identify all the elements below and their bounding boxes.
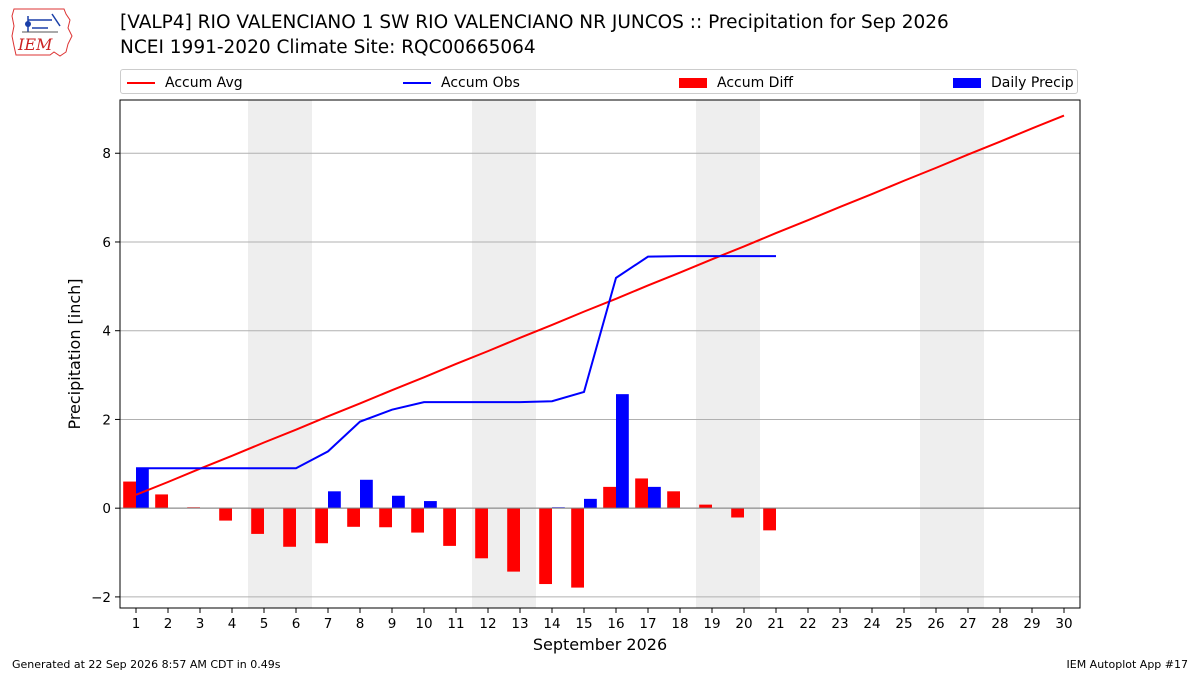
accum-diff-bar — [411, 508, 424, 533]
accum-diff-bar — [219, 508, 232, 521]
x-tick-label: 10 — [415, 616, 432, 632]
accum-diff-bar — [539, 508, 552, 585]
weekend-shading-layer — [248, 100, 984, 608]
accum-diff-bar — [731, 508, 744, 518]
x-tick-label: 28 — [991, 616, 1008, 632]
bars-layer — [123, 394, 776, 588]
x-tick-label: 13 — [511, 616, 528, 632]
accum-obs-line — [136, 255, 776, 470]
y-tick-label: 0 — [102, 501, 111, 517]
daily-precip-bar — [136, 468, 149, 509]
accum-diff-bar — [763, 508, 776, 531]
accum-diff-bar — [123, 481, 136, 509]
x-axis-label: September 2026 — [533, 635, 667, 654]
x-tick-label: 7 — [324, 616, 333, 632]
x-tick-label: 1 — [132, 616, 141, 632]
chart-legend: Accum Avg Accum Obs Accum Diff Daily Pre… — [120, 69, 1078, 94]
accum-avg-line — [135, 114, 1065, 496]
y-tick-label: −2 — [91, 590, 111, 606]
y-tick-label: 6 — [102, 235, 111, 251]
x-tick-label: 29 — [1023, 616, 1040, 632]
y-tick-label: 4 — [102, 324, 111, 340]
x-tick-label: 15 — [575, 616, 592, 632]
accum-diff-bar — [475, 508, 488, 559]
axes-layer — [119, 99, 1081, 609]
legend-swatch-daily-precip — [953, 77, 981, 88]
plot-frame — [119, 99, 1081, 609]
iem-logo: IEM — [11, 8, 73, 57]
footer-generated: Generated at 22 Sep 2026 8:57 AM CDT in … — [12, 658, 281, 671]
accum-diff-bar — [635, 478, 648, 509]
chart-subtitle: NCEI 1991-2020 Climate Site: RQC00665064 — [120, 37, 536, 58]
y-axis-label: Precipitation [inch] — [65, 278, 84, 429]
legend-item-daily-precip: Daily Precip — [953, 70, 1074, 95]
accum-diff-bar — [699, 504, 712, 509]
accum-diff-bar — [571, 508, 584, 588]
x-tick-label: 19 — [703, 616, 720, 632]
accum-diff-bar — [603, 486, 616, 509]
legend-label-daily-precip: Daily Precip — [991, 74, 1074, 91]
x-tick-label: 4 — [228, 616, 237, 632]
daily-precip-bar — [424, 501, 437, 509]
x-tick-label: 16 — [607, 616, 624, 632]
x-tick-label: 27 — [959, 616, 976, 632]
x-tick-label: 26 — [927, 616, 944, 632]
accum-diff-bar — [507, 508, 520, 572]
daily-precip-bar — [616, 394, 629, 509]
chart-title: [VALP4] RIO VALENCIANO 1 SW RIO VALENCIA… — [120, 12, 949, 33]
y-tick-label: 8 — [102, 146, 111, 162]
accum-diff-bar — [251, 508, 264, 534]
accum-diff-bar — [347, 508, 360, 527]
x-tick-label: 9 — [388, 616, 397, 632]
accum-diff-bar — [283, 508, 296, 547]
daily-precip-bar — [360, 479, 373, 509]
daily-precip-bar — [648, 486, 661, 509]
x-tick-label: 12 — [479, 616, 496, 632]
legend-swatch-accum-diff — [679, 77, 707, 88]
x-tick-label: 24 — [863, 616, 880, 632]
daily-precip-bar — [328, 491, 341, 509]
x-tick-label: 11 — [447, 616, 464, 632]
lines-layer — [135, 114, 1065, 496]
daily-precip-bar — [584, 498, 597, 509]
legend-item-accum-obs: Accum Obs — [403, 70, 520, 95]
x-tick-label: 17 — [639, 616, 656, 632]
legend-swatch-accum-obs — [403, 81, 431, 84]
x-tick-label: 23 — [831, 616, 848, 632]
legend-item-accum-diff: Accum Diff — [679, 70, 793, 95]
weekend-band-4 — [920, 100, 984, 608]
footer-app: IEM Autoplot App #17 — [1066, 658, 1189, 671]
accum-diff-bar — [379, 508, 392, 528]
accum-diff-bar — [155, 494, 168, 509]
logo-text: IEM — [17, 35, 53, 54]
grid-layer — [120, 152, 1080, 598]
x-tick-label: 25 — [895, 616, 912, 632]
accum-diff-bar — [667, 491, 680, 509]
x-tick-label: 5 — [260, 616, 269, 632]
legend-item-accum-avg: Accum Avg — [127, 70, 243, 95]
legend-label-accum-obs: Accum Obs — [441, 74, 520, 91]
accum-diff-bar — [315, 508, 328, 544]
x-tick-label: 20 — [735, 616, 752, 632]
x-tick-label: 6 — [292, 616, 301, 632]
x-tick-label: 3 — [196, 616, 205, 632]
x-tick-label: 8 — [356, 616, 365, 632]
accum-diff-bar — [443, 508, 456, 546]
x-tick-label: 18 — [671, 616, 688, 632]
legend-label-accum-avg: Accum Avg — [165, 74, 243, 91]
weekend-band-3 — [696, 100, 760, 608]
x-tick-label: 22 — [799, 616, 816, 632]
y-tick-label: 2 — [102, 412, 111, 428]
x-tick-label: 14 — [543, 616, 560, 632]
legend-swatch-accum-avg — [127, 81, 155, 84]
legend-label-accum-diff: Accum Diff — [717, 74, 794, 91]
x-tick-label: 21 — [767, 616, 784, 632]
x-tick-label: 2 — [164, 616, 173, 632]
x-tick-label: 30 — [1055, 616, 1072, 632]
daily-precip-bar — [392, 495, 405, 509]
